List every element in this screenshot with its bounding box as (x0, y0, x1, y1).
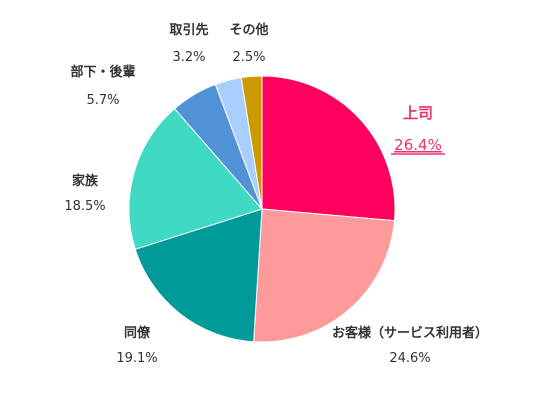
slice-value-label: 18.5% (64, 199, 105, 214)
pie-slices (128, 75, 396, 343)
pie-slice (240, 75, 263, 210)
pie-labels: 上司 26.4% お客様（サービス利用者） 24.6% 同僚 19.1% 家族 18.5% 部下… (64, 22, 488, 366)
pie-slice (134, 208, 263, 343)
slice-label: お客様（サービス利用者） (332, 325, 488, 341)
slice-label: その他 (229, 22, 268, 38)
pie-slice (128, 107, 263, 250)
slice-value-label: 2.5% (232, 50, 265, 65)
slice-label: 家族 (72, 173, 99, 189)
slice-value-label: 5.7% (86, 93, 119, 108)
slice-label: 取引先 (169, 22, 208, 38)
slice-label: 同僚 (124, 325, 151, 341)
slice-label: 上司 (403, 104, 433, 122)
slice-value-label: 3.2% (172, 50, 205, 65)
pie-slice (253, 208, 396, 343)
slice-value-label: 26.4% (394, 136, 442, 154)
slice-value-label: 19.1% (116, 351, 157, 366)
slice-label: 部下・後輩 (70, 64, 135, 80)
pie-slice (261, 75, 396, 222)
slice-value-label: 24.6% (389, 351, 430, 366)
